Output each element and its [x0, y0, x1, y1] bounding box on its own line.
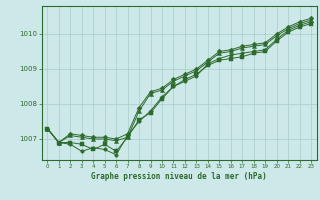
X-axis label: Graphe pression niveau de la mer (hPa): Graphe pression niveau de la mer (hPa)	[91, 172, 267, 181]
